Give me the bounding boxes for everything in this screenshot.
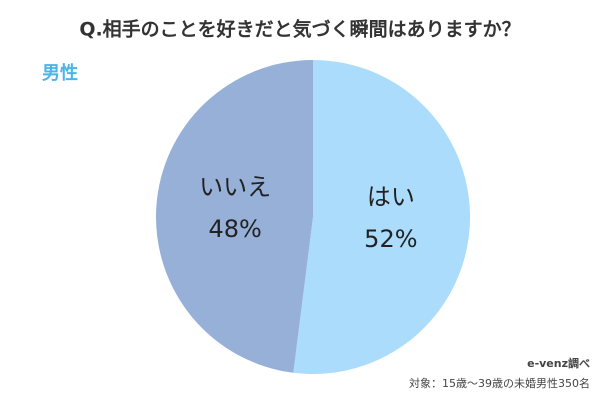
slice-label: いいえ xyxy=(199,173,271,201)
source-note: e-venz調べ xyxy=(527,356,590,370)
slice-value-label: 52% xyxy=(364,225,417,253)
pie-slice xyxy=(156,60,313,373)
target-note: 対象：15歳〜39歳の未婚男性350名 xyxy=(409,376,590,390)
slice-value-label: 48% xyxy=(208,215,261,243)
slice-label: はい xyxy=(367,183,415,211)
pie-slice xyxy=(293,60,471,375)
chart-title: Q.相手のことを好きだと気づく瞬間はありますか？ xyxy=(79,18,520,41)
chart-subtitle: 男性 xyxy=(42,62,78,84)
